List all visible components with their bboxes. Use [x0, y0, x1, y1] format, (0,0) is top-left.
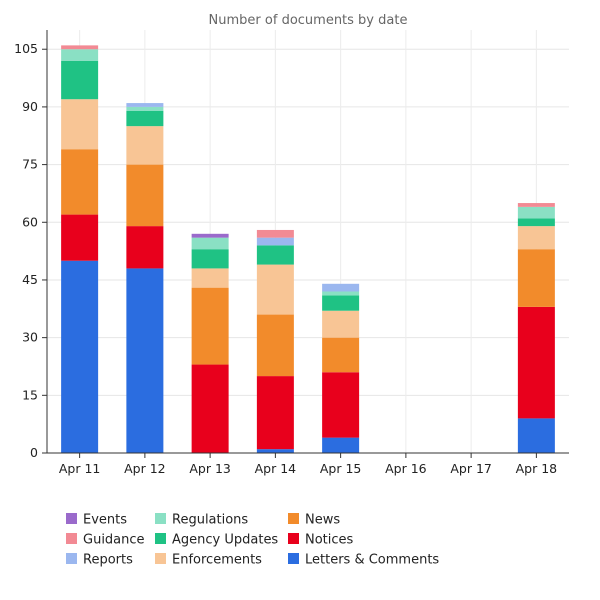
bar-segment: [322, 337, 360, 373]
bar-segment: [61, 149, 99, 215]
bar-segment: [256, 314, 294, 377]
x-tick-label: Apr 11: [59, 461, 101, 476]
bar-segment: [517, 218, 555, 227]
bar-segment: [517, 203, 555, 207]
bar-segment: [322, 437, 360, 453]
bar-segment: [61, 60, 99, 100]
y-tick-label: 90: [22, 99, 38, 114]
bar-segment: [61, 214, 99, 261]
x-tick-label: Apr 16: [385, 461, 427, 476]
legend-label: Notices: [305, 533, 354, 548]
bar-segment: [322, 310, 360, 338]
bar-segment: [322, 283, 360, 292]
bar-segment: [191, 287, 229, 365]
x-tick-label: Apr 14: [255, 461, 297, 476]
y-tick-label: 75: [22, 157, 38, 172]
x-tick-label: Apr 13: [189, 461, 231, 476]
bar-segment: [126, 164, 164, 227]
bar-segment: [517, 249, 555, 307]
bar-segment: [191, 364, 229, 453]
bar-segment: [256, 237, 294, 246]
legend-label: Reports: [83, 553, 133, 568]
bar-segment: [256, 264, 294, 315]
bar-segment: [517, 418, 555, 453]
bar-segment: [322, 372, 360, 438]
chart-title: Number of documents by date: [209, 13, 408, 28]
bar-segment: [191, 233, 229, 238]
legend-swatch: [66, 533, 77, 544]
x-tick-label: Apr 17: [450, 461, 492, 476]
bars: [61, 45, 555, 453]
y-tick-label: 105: [14, 41, 38, 56]
axes: 0 15 30 45 60 75 90 105 Apr 11 Apr 12 Apr 13 Apr 14…: [14, 30, 569, 476]
x-tick-label: Apr 18: [516, 461, 558, 476]
bar-segment: [191, 268, 229, 288]
bar-segment: [517, 306, 555, 419]
y-tick-label: 30: [22, 330, 38, 345]
legend-label: Events: [83, 513, 127, 528]
bar-segment: [61, 49, 99, 61]
legend-swatch: [66, 553, 77, 564]
legend-label: News: [305, 513, 340, 528]
bar-segment: [256, 449, 294, 453]
x-tick-label: Apr 12: [124, 461, 166, 476]
legend-label: Agency Updates: [172, 533, 278, 548]
legend-swatch: [66, 513, 77, 524]
bar-segment: [126, 106, 164, 111]
y-tick-label: 15: [22, 387, 38, 402]
bar-segment: [61, 260, 99, 453]
bar-segment: [126, 126, 164, 165]
bar-segment: [517, 226, 555, 250]
bar-segment: [256, 245, 294, 265]
bar-segment: [61, 45, 99, 50]
legend-label: Letters & Comments: [305, 553, 439, 568]
bar-segment: [517, 206, 555, 219]
legend-swatch: [155, 513, 166, 524]
bar-segment: [191, 249, 229, 269]
bar-segment: [322, 295, 360, 311]
legend-label: Enforcements: [172, 553, 262, 568]
bar-segment: [126, 268, 164, 453]
bar-segment: [256, 229, 294, 238]
grid-lines: [47, 30, 569, 453]
bar-segment: [126, 110, 164, 127]
bar-segment: [322, 291, 360, 296]
legend: Events Guidance Reports Regulations Agency U…: [66, 513, 439, 568]
legend-label: Regulations: [172, 513, 248, 528]
legend-swatch: [288, 553, 299, 564]
bar-segment: [256, 376, 294, 450]
legend-swatch: [155, 553, 166, 564]
bar-segment: [126, 103, 164, 107]
legend-swatch: [288, 513, 299, 524]
y-tick-label: 0: [30, 445, 38, 460]
legend-swatch: [155, 533, 166, 544]
y-tick-label: 60: [22, 214, 38, 229]
bar-segment: [191, 237, 229, 250]
y-tick-label: 45: [22, 272, 38, 287]
x-tick-label: Apr 15: [320, 461, 362, 476]
legend-swatch: [288, 533, 299, 544]
bar-segment: [61, 99, 99, 150]
legend-label: Guidance: [83, 533, 145, 548]
bar-segment: [126, 226, 164, 269]
